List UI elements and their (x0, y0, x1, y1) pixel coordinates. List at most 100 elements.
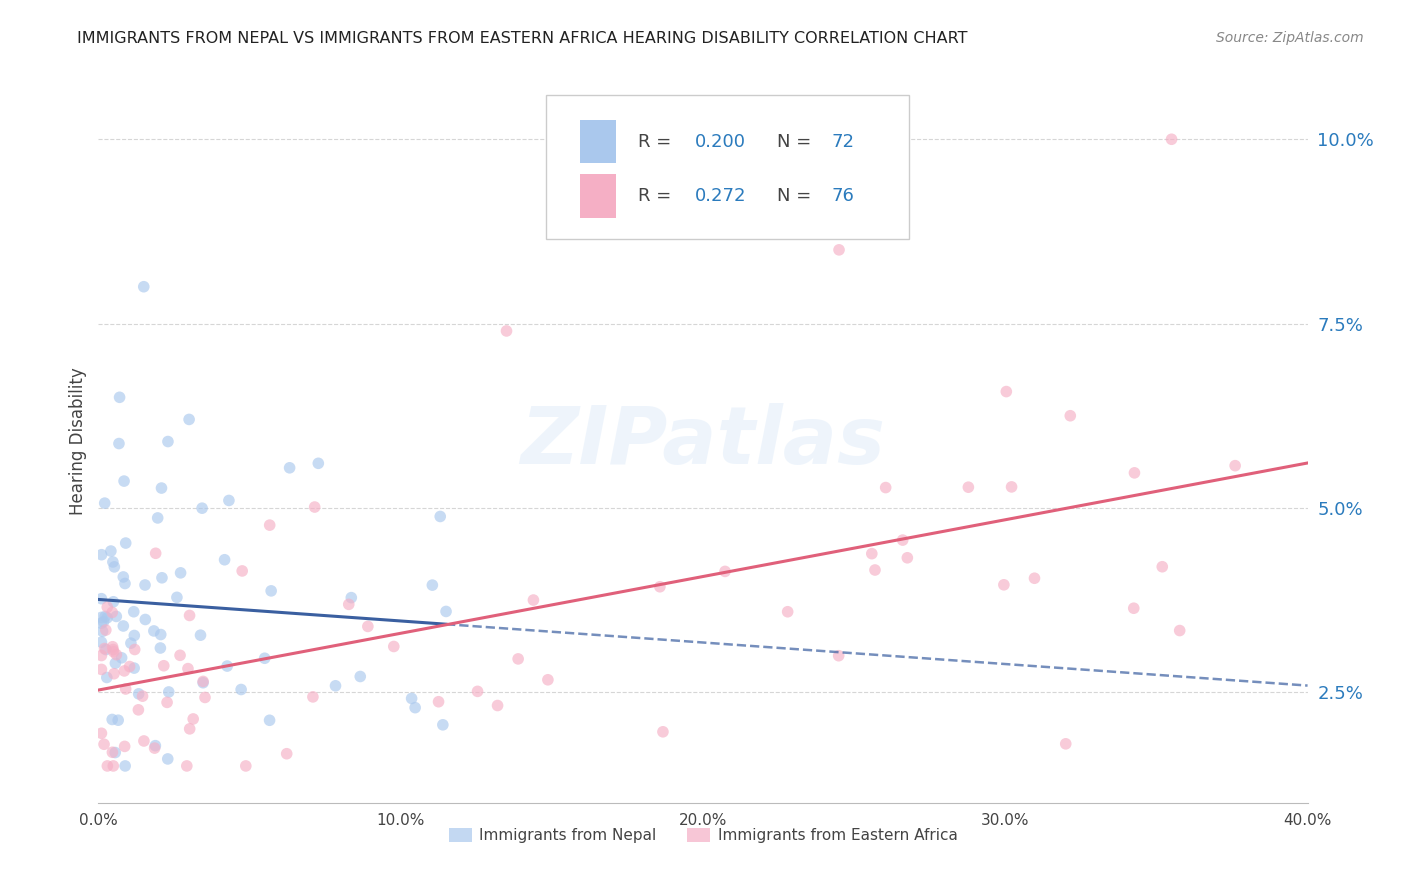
Legend: Immigrants from Nepal, Immigrants from Eastern Africa: Immigrants from Nepal, Immigrants from E… (443, 822, 963, 849)
Point (134, 612, 156, 626)
Text: 72: 72 (831, 133, 855, 151)
Point (114, 536, 136, 550)
Point (90, 548, 112, 562)
Point (434, 604, 457, 618)
Point (93, 641, 115, 656)
Text: N =: N = (776, 133, 817, 151)
Point (522, 593, 544, 607)
Point (124, 628, 146, 642)
Point (957, 480, 980, 494)
Point (307, 456, 329, 470)
Point (128, 687, 150, 701)
Point (169, 648, 191, 663)
Point (101, 642, 124, 657)
Point (103, 759, 125, 773)
FancyBboxPatch shape (579, 174, 616, 218)
Point (537, 673, 560, 687)
Point (191, 674, 214, 689)
Point (101, 555, 124, 569)
Point (108, 390, 131, 404)
Point (101, 745, 124, 759)
Point (349, 669, 371, 683)
Point (127, 703, 149, 717)
Point (214, 553, 236, 567)
Point (114, 759, 136, 773)
Point (995, 384, 1018, 399)
Point (337, 598, 360, 612)
Point (191, 675, 214, 690)
Y-axis label: Hearing Disability: Hearing Disability (69, 368, 87, 516)
Point (96, 671, 118, 685)
Point (179, 412, 201, 426)
Point (96, 759, 118, 773)
Point (177, 662, 200, 676)
Point (1223, 458, 1246, 473)
Point (96, 600, 118, 615)
Point (860, 547, 883, 561)
Point (107, 713, 129, 727)
Point (156, 752, 179, 766)
Point (1024, 571, 1046, 585)
Point (179, 608, 201, 623)
Point (131, 689, 153, 703)
Point (112, 664, 135, 678)
Point (156, 695, 179, 709)
Point (169, 566, 191, 580)
Point (142, 624, 165, 638)
Point (93, 737, 115, 751)
Text: R =: R = (638, 187, 676, 205)
Point (150, 481, 173, 495)
Point (150, 571, 173, 585)
Point (101, 640, 124, 654)
Point (652, 724, 675, 739)
Text: ZIPatlas: ZIPatlas (520, 402, 886, 481)
Point (422, 578, 444, 592)
Point (427, 695, 450, 709)
Point (827, 648, 849, 663)
Point (94, 642, 117, 657)
Point (382, 640, 405, 654)
Point (100, 544, 122, 558)
Point (486, 698, 509, 713)
Point (276, 747, 298, 761)
Point (259, 713, 281, 727)
Point (235, 759, 257, 773)
Point (495, 324, 517, 338)
Point (90, 726, 112, 740)
Point (993, 578, 1015, 592)
Point (104, 746, 127, 760)
Point (90, 610, 112, 624)
Point (105, 648, 128, 662)
Text: Source: ZipAtlas.com: Source: ZipAtlas.com (1216, 31, 1364, 45)
Point (181, 712, 204, 726)
Point (357, 619, 380, 633)
Point (302, 690, 325, 704)
Point (828, 243, 851, 257)
Point (104, 657, 127, 671)
Text: 0.272: 0.272 (695, 187, 747, 205)
Point (118, 659, 141, 673)
FancyBboxPatch shape (579, 120, 616, 163)
Point (714, 565, 737, 579)
Point (432, 718, 454, 732)
Text: IMMIGRANTS FROM NEPAL VS IMMIGRANTS FROM EASTERN AFRICA HEARING DISABILITY CORRE: IMMIGRANTS FROM NEPAL VS IMMIGRANTS FROM… (77, 31, 967, 46)
Point (648, 580, 671, 594)
Point (1122, 601, 1144, 615)
Point (176, 759, 198, 773)
Point (112, 474, 135, 488)
Point (143, 741, 166, 756)
Point (218, 493, 240, 508)
Point (1152, 559, 1174, 574)
Point (1000, 480, 1022, 494)
Point (260, 583, 283, 598)
Point (90, 616, 112, 631)
Point (401, 691, 423, 706)
Point (120, 636, 142, 650)
Point (90, 662, 112, 676)
Point (149, 627, 172, 641)
Point (103, 560, 125, 574)
Point (179, 722, 201, 736)
Point (863, 563, 886, 577)
Point (101, 713, 124, 727)
Point (259, 518, 281, 533)
